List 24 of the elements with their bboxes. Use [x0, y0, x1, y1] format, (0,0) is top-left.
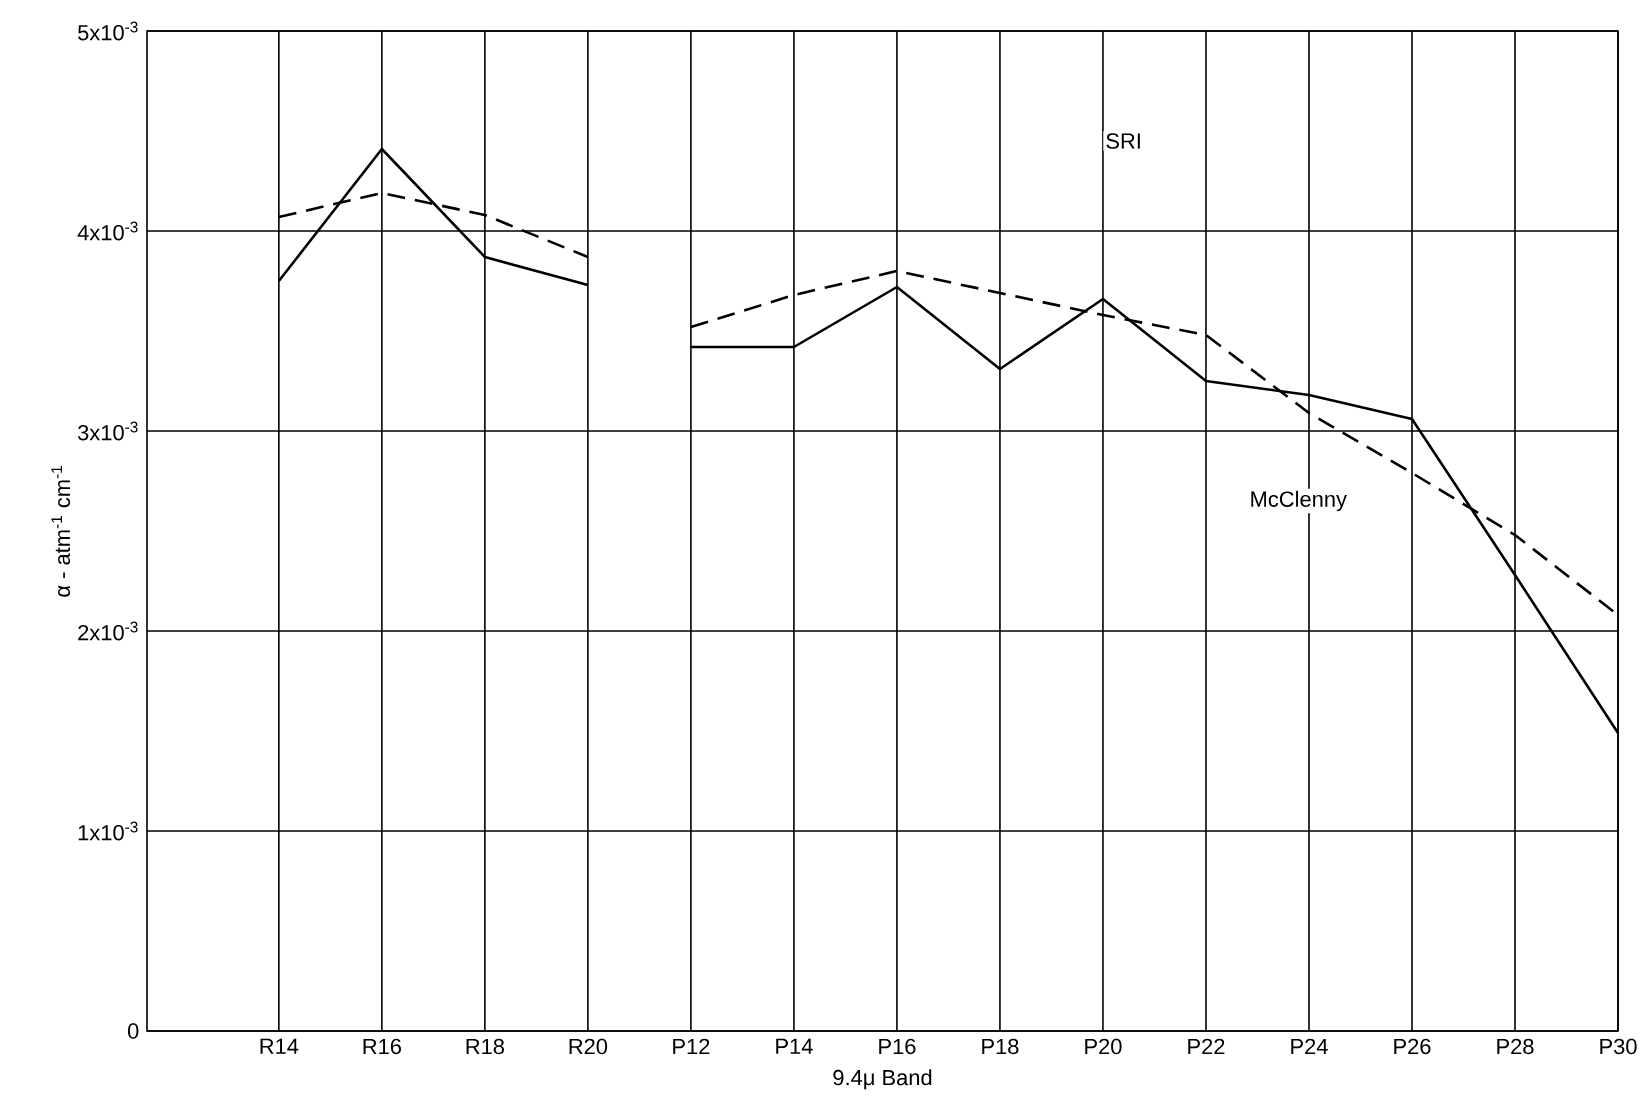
text: McClenny	[1251, 490, 1347, 512]
y-tick-label: 3x10$^{-3}$	[77, 421, 138, 441]
x-tick-label: P24	[1291, 1038, 1328, 1055]
x-tick-label: P18	[982, 1038, 1019, 1055]
y-tick-label: 2x10$^{-3}$	[78, 621, 138, 641]
y-axis-title: α - atm$^{-1}$ cm$^{-1}$	[51, 466, 71, 597]
y-tick-label: 4x10$^{-3}$	[77, 221, 138, 241]
y-tick-label: 0	[127, 1023, 139, 1039]
x-axis-title: 9.4μ Band	[833, 1069, 932, 1090]
x-tick-label: P22	[1188, 1038, 1225, 1055]
x-tick-label: P16	[879, 1038, 916, 1055]
x-tick-label: R16	[363, 1038, 401, 1055]
x-tick-label: R20	[569, 1038, 608, 1055]
x-tick-label: R14	[260, 1038, 299, 1054]
y-tick-label: 1x10$^{-3}$	[78, 821, 138, 841]
x-tick-label: R18	[466, 1038, 505, 1055]
x-tick-label: P14	[776, 1038, 813, 1054]
y-tick-label: 5x10$^{-3}$	[78, 21, 138, 41]
x-tick-label: P28	[1497, 1038, 1534, 1055]
x-tick-label: P20	[1085, 1038, 1122, 1055]
text: SRI	[1106, 133, 1140, 149]
x-tick-label: P30	[1600, 1038, 1637, 1055]
x-tick-label: P26	[1394, 1038, 1431, 1055]
x-tick-label: P12	[673, 1038, 710, 1055]
